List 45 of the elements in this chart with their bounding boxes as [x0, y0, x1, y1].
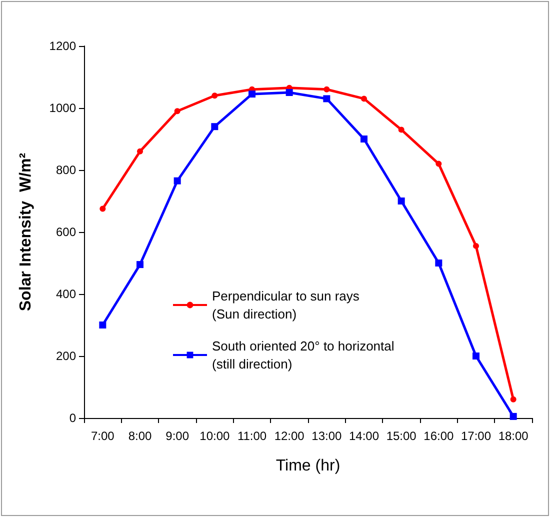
y-tick-label: 800 — [56, 163, 76, 177]
point — [174, 177, 181, 184]
y-axis-title: Solar Intensity W/m² — [18, 152, 34, 312]
point — [398, 126, 404, 133]
point — [510, 412, 517, 420]
x-tick-label: 17:00 — [460, 429, 492, 443]
point — [323, 95, 330, 102]
legend-label: South oriented 20° to horizontal (still direction) — [212, 338, 394, 372]
y-tick-label: 0 — [69, 411, 76, 425]
point — [99, 322, 106, 328]
y-tick-label: 400 — [56, 287, 76, 301]
point — [212, 92, 218, 99]
y-tick-label: 600 — [56, 225, 76, 239]
x-tick-label: 13:00 — [312, 429, 342, 443]
x-tick-label: 12:00 — [274, 429, 305, 443]
point — [436, 160, 442, 167]
point — [472, 352, 480, 360]
point — [360, 136, 368, 142]
point — [248, 90, 256, 98]
point — [211, 123, 218, 130]
point — [174, 108, 180, 114]
point — [137, 148, 143, 154]
point — [398, 198, 405, 204]
point — [286, 89, 293, 96]
y-tick-label: 1000 — [49, 101, 76, 115]
x-axis-title: Time (hr) — [276, 458, 340, 474]
x-tick-label: 9:00 — [166, 429, 190, 443]
x-tick-label: 11:00 — [237, 429, 267, 443]
legend-label: Perpendicular to sun rays (Sun direction) — [212, 288, 360, 322]
point — [136, 261, 144, 268]
point — [361, 96, 367, 102]
y-tick-label: 200 — [56, 349, 76, 363]
point — [100, 206, 106, 212]
y-tick-label: 1200 — [49, 39, 76, 53]
point — [435, 260, 442, 266]
point — [324, 86, 330, 92]
x-tick-label: 16:00 — [424, 429, 454, 443]
point — [510, 396, 516, 402]
x-tick-label: 15:00 — [386, 429, 417, 443]
x-tick-label: 14:00 — [348, 429, 380, 443]
x-tick-label: 7:00 — [90, 429, 115, 443]
x-tick-label: 10:00 — [200, 429, 230, 443]
point — [473, 242, 479, 249]
x-tick-label: 18:00 — [498, 429, 529, 443]
x-tick-label: 8:00 — [128, 429, 152, 443]
